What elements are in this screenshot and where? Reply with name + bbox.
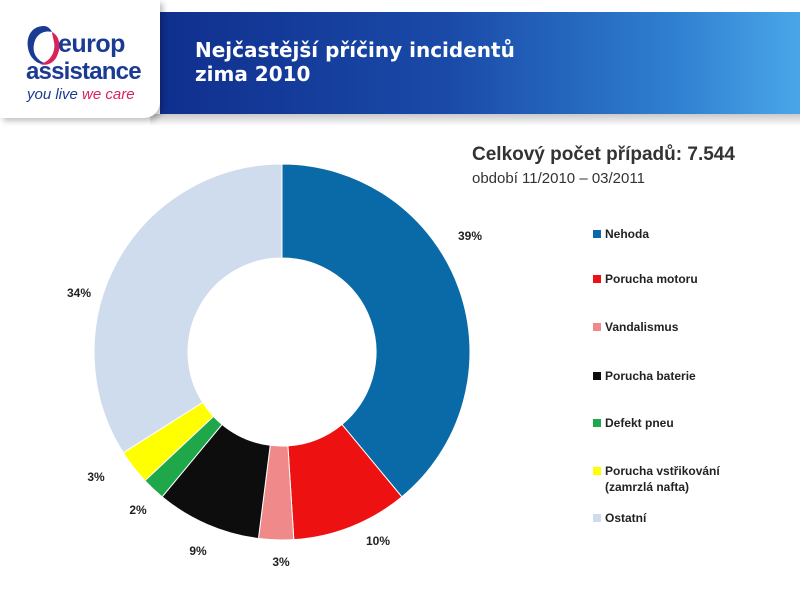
logo-tagline: you live we care xyxy=(27,87,135,102)
data-label-0: 39% xyxy=(458,229,482,243)
legend-swatch xyxy=(593,514,601,522)
legend-label: (zamrzlá nafta) xyxy=(605,480,690,494)
europ-assistance-logo-icon xyxy=(27,26,60,65)
legend-label: Defekt pneu xyxy=(605,416,674,430)
data-label-3: 9% xyxy=(189,544,207,558)
legend-swatch xyxy=(593,230,601,238)
page-title: Nejčastější příčiny incidentů zima 2010 xyxy=(195,38,515,86)
page-title-line2: zima 2010 xyxy=(195,62,311,86)
total-cases: Celkový počet případů: 7.544 xyxy=(472,144,735,165)
data-label-2: 3% xyxy=(272,555,290,569)
data-label-5: 3% xyxy=(87,470,105,484)
legend-label: Vandalismus xyxy=(605,320,679,334)
tagline-you-live: you live xyxy=(27,86,78,103)
legend-label: Nehoda xyxy=(605,227,650,241)
data-label-1: 10% xyxy=(366,534,390,548)
data-label-4: 2% xyxy=(129,503,147,517)
page-title-line1: Nejčastější příčiny incidentů xyxy=(195,38,515,62)
chart-summary: Celkový počet případů: 7.544 období 11/2… xyxy=(472,144,735,187)
slice-nehoda xyxy=(281,163,471,498)
legend-label: Porucha motoru xyxy=(605,272,698,286)
period: období 11/2010 – 03/2011 xyxy=(472,170,645,187)
data-label-6: 34% xyxy=(67,286,91,300)
header-shadow xyxy=(150,114,800,126)
slice-ostatn- xyxy=(93,163,283,454)
legend-swatch xyxy=(593,372,601,380)
header: europ assistance you live we care Nejčas… xyxy=(0,0,800,126)
legend-swatch xyxy=(593,323,601,331)
legend-swatch xyxy=(593,275,601,283)
header-banner xyxy=(160,12,800,114)
legend-label: Ostatní xyxy=(605,511,647,525)
legend-label: Porucha baterie xyxy=(605,369,696,383)
logo-text-europ: europ xyxy=(58,30,125,58)
logo: europ assistance you live we care xyxy=(0,0,160,118)
legend-label: Porucha vstřikování xyxy=(605,464,720,478)
legend-swatch xyxy=(593,467,601,475)
logo-text-assistance: assistance xyxy=(26,58,142,85)
tagline-we-care: we care xyxy=(82,86,135,103)
legend-swatch xyxy=(593,419,601,427)
